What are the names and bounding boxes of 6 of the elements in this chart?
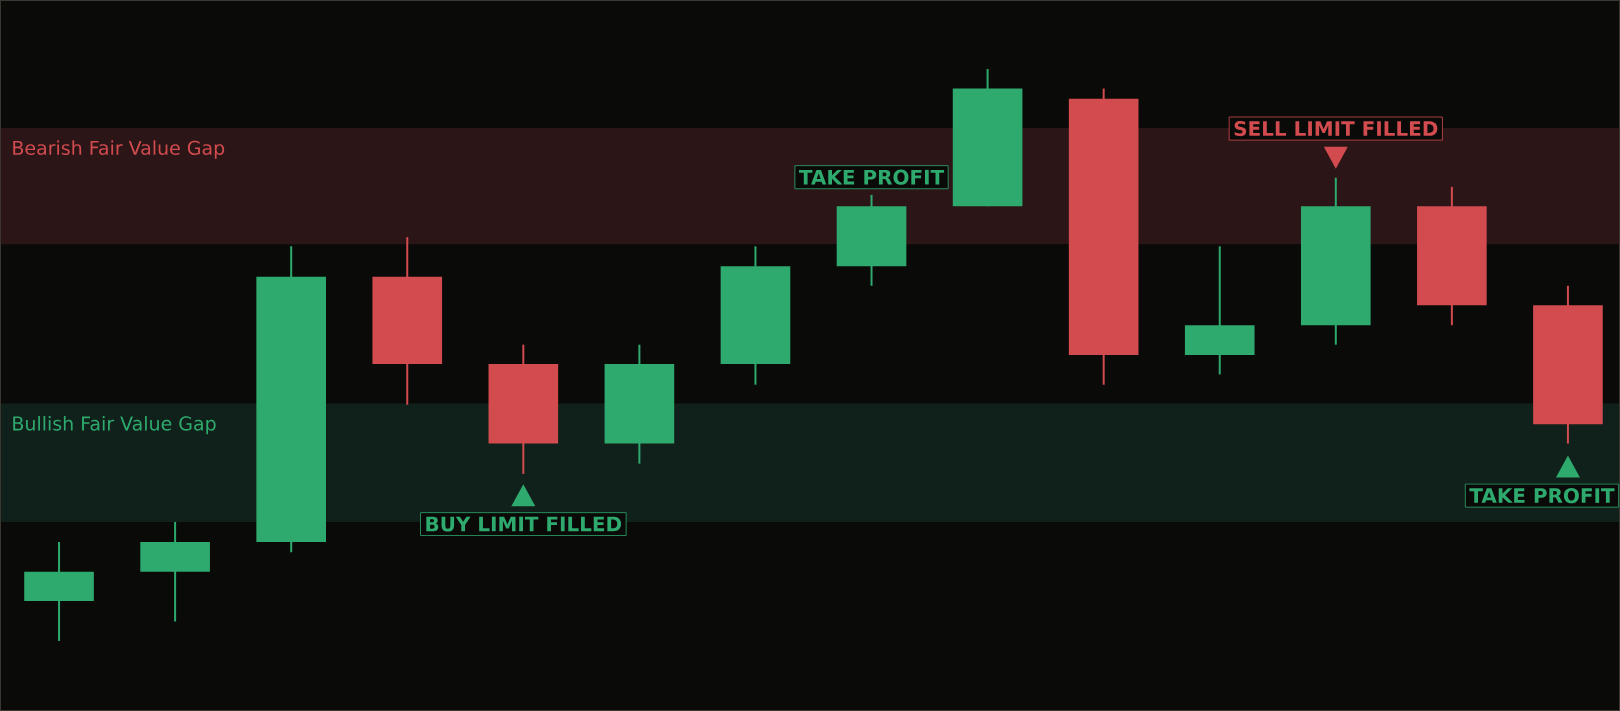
annotation: TAKE PROFIT xyxy=(798,169,945,185)
annotation: SELL LIMIT FILLED xyxy=(1234,120,1438,137)
band-label: Bullish Fair Value Gap xyxy=(13,415,216,435)
annotation: TAKE PROFIT xyxy=(1469,487,1615,504)
annotation: BUY LIMIT FILLED xyxy=(426,516,622,532)
band-label: Bearish Fair Value Gap xyxy=(13,140,225,159)
